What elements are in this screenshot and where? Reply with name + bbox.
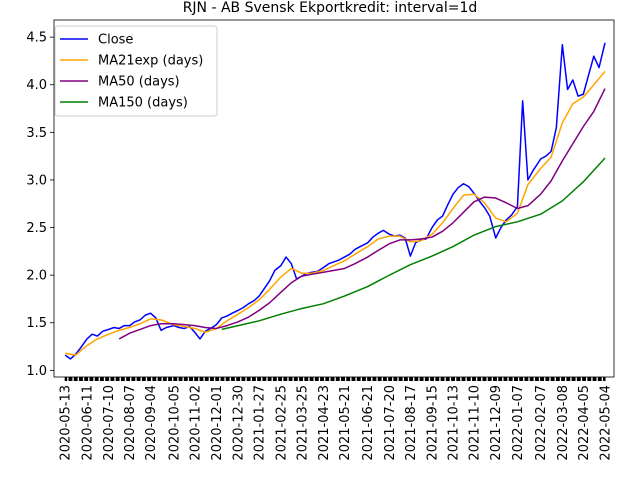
plot-frame xyxy=(53,19,615,378)
y-tick-label: 1.0 xyxy=(26,364,47,379)
x-tick-label: 2021-11-10 xyxy=(468,385,483,461)
x-tick-label: 2021-02-25 xyxy=(274,385,289,461)
x-tick-label: 2021-07-20 xyxy=(383,385,398,461)
legend-label-3: MA50 (days) xyxy=(98,75,180,90)
x-tick-label: 2022-02-07 xyxy=(534,385,549,461)
x-tick-label: 2021-06-21 xyxy=(361,385,376,461)
x-tick-label: 2020-07-10 xyxy=(102,385,117,461)
x-tick-label: 2020-10-05 xyxy=(167,385,182,461)
x-tick-label: 2020-06-11 xyxy=(80,385,95,461)
series-line-3 xyxy=(118,88,606,340)
y-tick-label: 2.0 xyxy=(26,269,47,284)
x-tick-label: 2022-01-07 xyxy=(511,385,526,461)
y-tick-label: 3.0 xyxy=(26,173,47,188)
series-layer xyxy=(64,42,606,360)
x-tick-label: 2021-01-27 xyxy=(253,385,268,461)
y-tick-label: 1.5 xyxy=(26,316,47,331)
x-tick-label: 2020-08-07 xyxy=(123,385,138,461)
x-tick-label: 2020-12-01 xyxy=(210,385,225,461)
x-tick-label: 2021-03-25 xyxy=(295,385,310,461)
x-tick-label: 2020-12-30 xyxy=(232,385,247,461)
x-tick-label: 2020-05-13 xyxy=(59,385,74,461)
y-tick-label: 3.5 xyxy=(26,126,47,141)
x-tick-label: 2022-04-05 xyxy=(577,385,592,461)
x-tick-label: 2021-04-23 xyxy=(317,385,332,461)
x-tick-label: 2022-05-04 xyxy=(599,385,614,461)
series-line-2 xyxy=(65,70,606,356)
legend-box xyxy=(54,25,218,117)
x-tick-label: 2020-11-02 xyxy=(188,385,203,461)
x-tick-label: 2021-05-21 xyxy=(338,385,353,461)
y-tick-label: 4.0 xyxy=(26,78,47,93)
x-tick-label: 2021-09-15 xyxy=(426,385,441,461)
x-tick-label: 2021-08-17 xyxy=(404,385,419,461)
x-tick-label: 2021-10-13 xyxy=(447,385,462,461)
chart-title: RJN - AB Svensk Ekportkredit: interval=1… xyxy=(183,0,478,16)
legend-label-1: Close xyxy=(98,33,133,48)
legend-label-4: MA150 (days) xyxy=(98,96,188,111)
x-tick-label: 2022-03-08 xyxy=(556,385,571,461)
y-tick-label: 2.5 xyxy=(26,221,47,236)
x-tick-label: 2021-12-09 xyxy=(489,385,504,461)
y-tick-label: 4.5 xyxy=(26,31,47,46)
series-line-1 xyxy=(64,42,606,360)
legend: Close MA21exp (days) MA50 (days) MA150 (day… xyxy=(54,25,218,117)
x-tick-label: 2020-09-04 xyxy=(144,385,159,461)
legend-label-2: MA21exp (days) xyxy=(98,54,203,69)
axes-layer: 2020-05-13 2020-06-11 2020-07-10 2020-08-07… xyxy=(26,19,615,461)
series-line-4 xyxy=(221,157,606,331)
